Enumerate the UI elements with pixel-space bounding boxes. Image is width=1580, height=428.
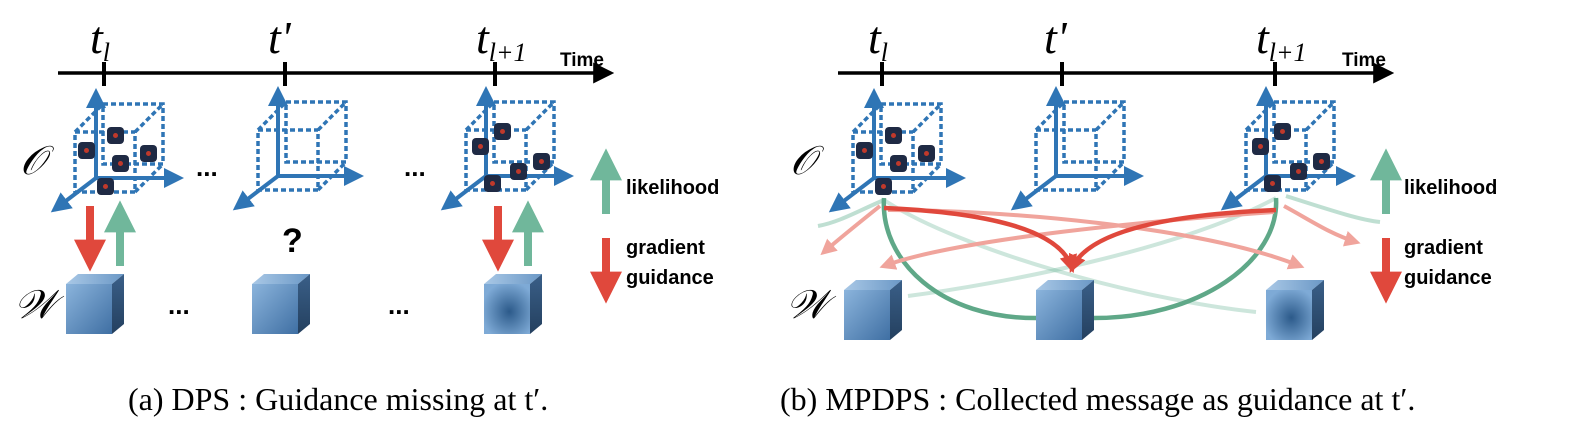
tick-label-tl1: tl+1	[476, 12, 527, 67]
tick-label-tl: tl	[90, 12, 110, 67]
observation-label: 𝒪	[20, 138, 55, 184]
tick-label-tl: tl	[868, 12, 888, 67]
tick-label-tl1: tl+1	[1256, 12, 1307, 67]
panel-a: tl t' tl+1 Time 𝒪 𝒲	[14, 12, 719, 417]
weight-label: 𝒲	[786, 282, 837, 328]
weight-cube-tprime	[1036, 280, 1094, 340]
data-point-node	[856, 127, 935, 195]
ellipsis: ...	[196, 152, 218, 182]
tick-label-tprime: t'	[1044, 12, 1068, 63]
weight-cube-tl	[844, 280, 902, 340]
weight-cube-tl	[66, 274, 124, 334]
observation-space-tl	[828, 88, 966, 213]
observation-space-tl	[50, 88, 184, 213]
weight-label: 𝒲	[14, 282, 65, 328]
legend-gradient-label: gradient	[626, 237, 705, 259]
ellipsis: ...	[168, 290, 190, 320]
legend-guidance-label: guidance	[626, 267, 714, 289]
caption-a: (a) DPS : Guidance missing at t′.	[128, 381, 548, 417]
panel-b: tl t' tl+1 Time 𝒪 𝒲	[780, 12, 1497, 417]
data-point-node	[472, 123, 550, 192]
caption-b: (b) MPDPS : Collected message as guidanc…	[780, 381, 1415, 417]
message-passing-curves	[817, 194, 1381, 321]
ellipsis: ...	[404, 152, 426, 182]
legend-guidance-label: guidance	[1404, 267, 1492, 289]
missing-guidance-mark: ?	[282, 222, 303, 260]
observation-space-tl1	[1220, 86, 1356, 211]
legend-likelihood-label: likelihood	[1404, 177, 1497, 199]
data-point-node	[1252, 123, 1330, 192]
weight-cube-tl1	[1266, 280, 1324, 340]
time-axis-label: Time	[560, 50, 604, 71]
weight-cube-tl1	[484, 274, 542, 334]
observation-space-tl1	[440, 86, 574, 211]
time-axis-label: Time	[1342, 50, 1386, 71]
tick-label-tprime: t'	[268, 12, 292, 63]
observation-space-tprime	[232, 86, 364, 211]
ellipsis: ...	[388, 290, 410, 320]
observation-space-tprime	[1010, 86, 1144, 211]
legend-likelihood-label: likelihood	[626, 177, 719, 199]
observation-label: 𝒪	[790, 138, 825, 184]
weight-cube-tprime	[252, 274, 310, 334]
legend-gradient-label: gradient	[1404, 237, 1483, 259]
data-point-node	[78, 127, 157, 195]
